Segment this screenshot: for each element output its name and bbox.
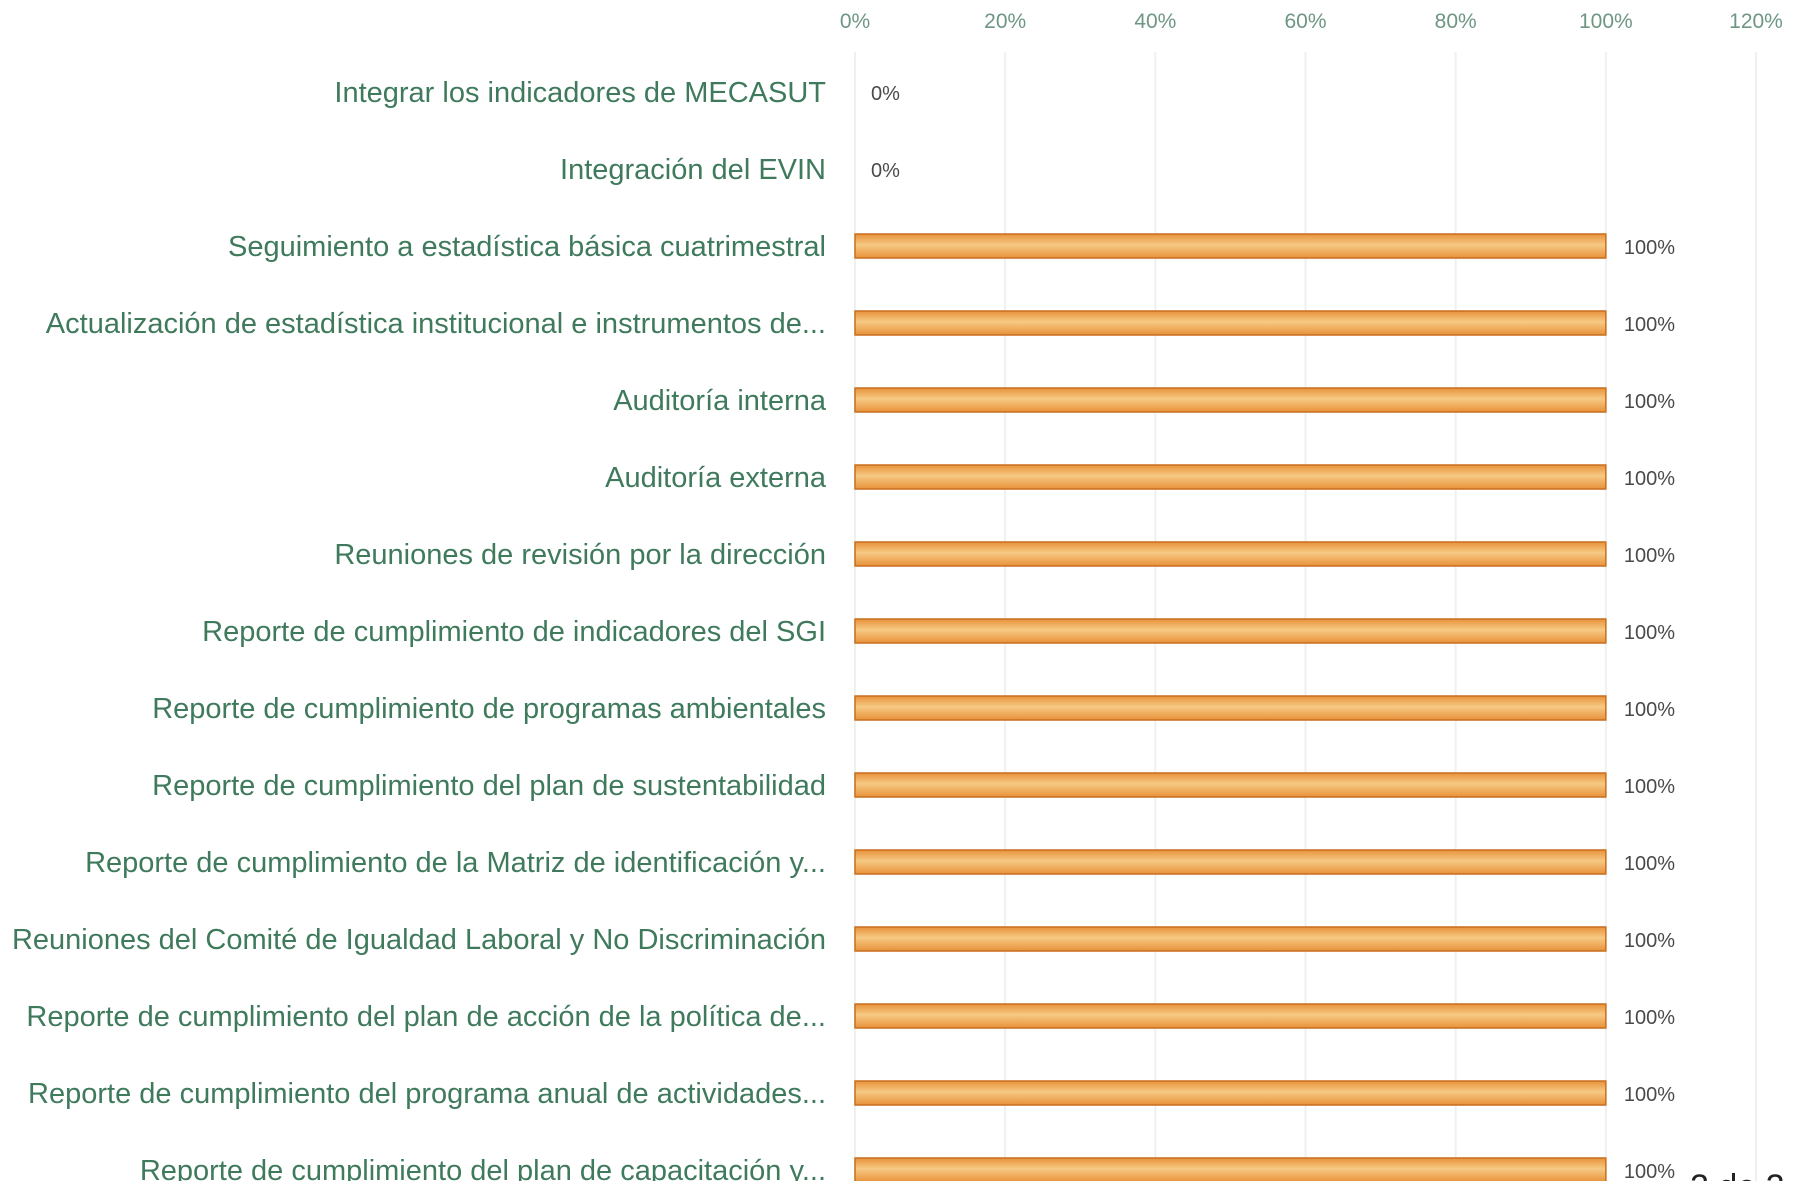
category-label: Reuniones del Comité de Igualdad Laboral… xyxy=(12,924,826,956)
data-label: 100% xyxy=(1624,853,1675,875)
page-number: 2 de 2 xyxy=(1690,1168,1785,1181)
data-label: 100% xyxy=(1624,1007,1675,1029)
data-label: 100% xyxy=(1624,545,1675,567)
category-label: Actualización de estadística institucion… xyxy=(46,308,826,340)
data-label: 0% xyxy=(871,83,900,105)
bar xyxy=(854,849,1607,875)
data-label: 100% xyxy=(1624,1084,1675,1106)
category-label: Integración del EVIN xyxy=(560,154,826,186)
data-label: 100% xyxy=(1624,468,1675,490)
x-tick-label: 60% xyxy=(1284,10,1326,33)
data-label: 100% xyxy=(1624,699,1675,721)
bar xyxy=(854,233,1607,259)
data-label: 100% xyxy=(1624,930,1675,952)
bar xyxy=(854,772,1607,798)
bar xyxy=(854,387,1607,413)
category-label: Reporte de cumplimiento del plan de capa… xyxy=(140,1155,826,1181)
category-label: Reporte de cumplimiento de indicadores d… xyxy=(202,616,826,648)
data-labels: 0% 0% 100% 100% 100% 100% 100% 100% 100% 100% 100%… xyxy=(871,83,1675,1183)
category-label: Reporte de cumplimiento del programa anu… xyxy=(28,1078,826,1110)
bars xyxy=(854,233,1607,1183)
category-label: Reporte de cumplimiento del plan de acci… xyxy=(26,1001,826,1033)
bar xyxy=(854,310,1607,336)
bar xyxy=(854,926,1607,952)
category-label: Integrar los indicadores de MECASUT xyxy=(334,77,826,109)
x-axis-ticks: 0% 20% 40% 60% 80% 100% 120% xyxy=(840,10,1783,33)
category-label: Seguimiento a estadística básica cuatrim… xyxy=(228,231,826,263)
category-label: Reporte de cumplimiento del plan de sust… xyxy=(152,770,826,802)
bar xyxy=(854,618,1607,644)
bar xyxy=(854,695,1607,721)
category-label: Auditoría externa xyxy=(605,462,827,494)
x-tick-label: 100% xyxy=(1579,10,1633,33)
category-labels: Integrar los indicadores de MECASUT Integ… xyxy=(12,77,827,1186)
data-label: 100% xyxy=(1624,391,1675,413)
bar xyxy=(854,1003,1607,1029)
data-label: 0% xyxy=(871,160,900,182)
x-tick-label: 80% xyxy=(1435,10,1477,33)
data-label: 100% xyxy=(1624,622,1675,644)
x-tick-label: 20% xyxy=(984,10,1026,33)
bar xyxy=(854,464,1607,490)
category-label: Auditoría interna xyxy=(613,385,827,417)
data-label: 100% xyxy=(1624,314,1675,336)
bar xyxy=(854,1157,1607,1183)
x-tick-label: 40% xyxy=(1134,10,1176,33)
x-tick-label: 120% xyxy=(1729,10,1783,33)
bar xyxy=(854,541,1607,567)
bar xyxy=(854,1080,1607,1106)
data-label: 100% xyxy=(1624,1161,1675,1181)
category-label: Reporte de cumplimiento de programas amb… xyxy=(152,693,826,725)
data-label: 100% xyxy=(1624,776,1675,798)
category-label: Reporte de cumplimiento de la Matriz de … xyxy=(85,847,826,879)
x-tick-label: 0% xyxy=(840,10,870,33)
category-label: Reuniones de revisión por la dirección xyxy=(334,539,826,571)
data-label: 100% xyxy=(1624,237,1675,259)
